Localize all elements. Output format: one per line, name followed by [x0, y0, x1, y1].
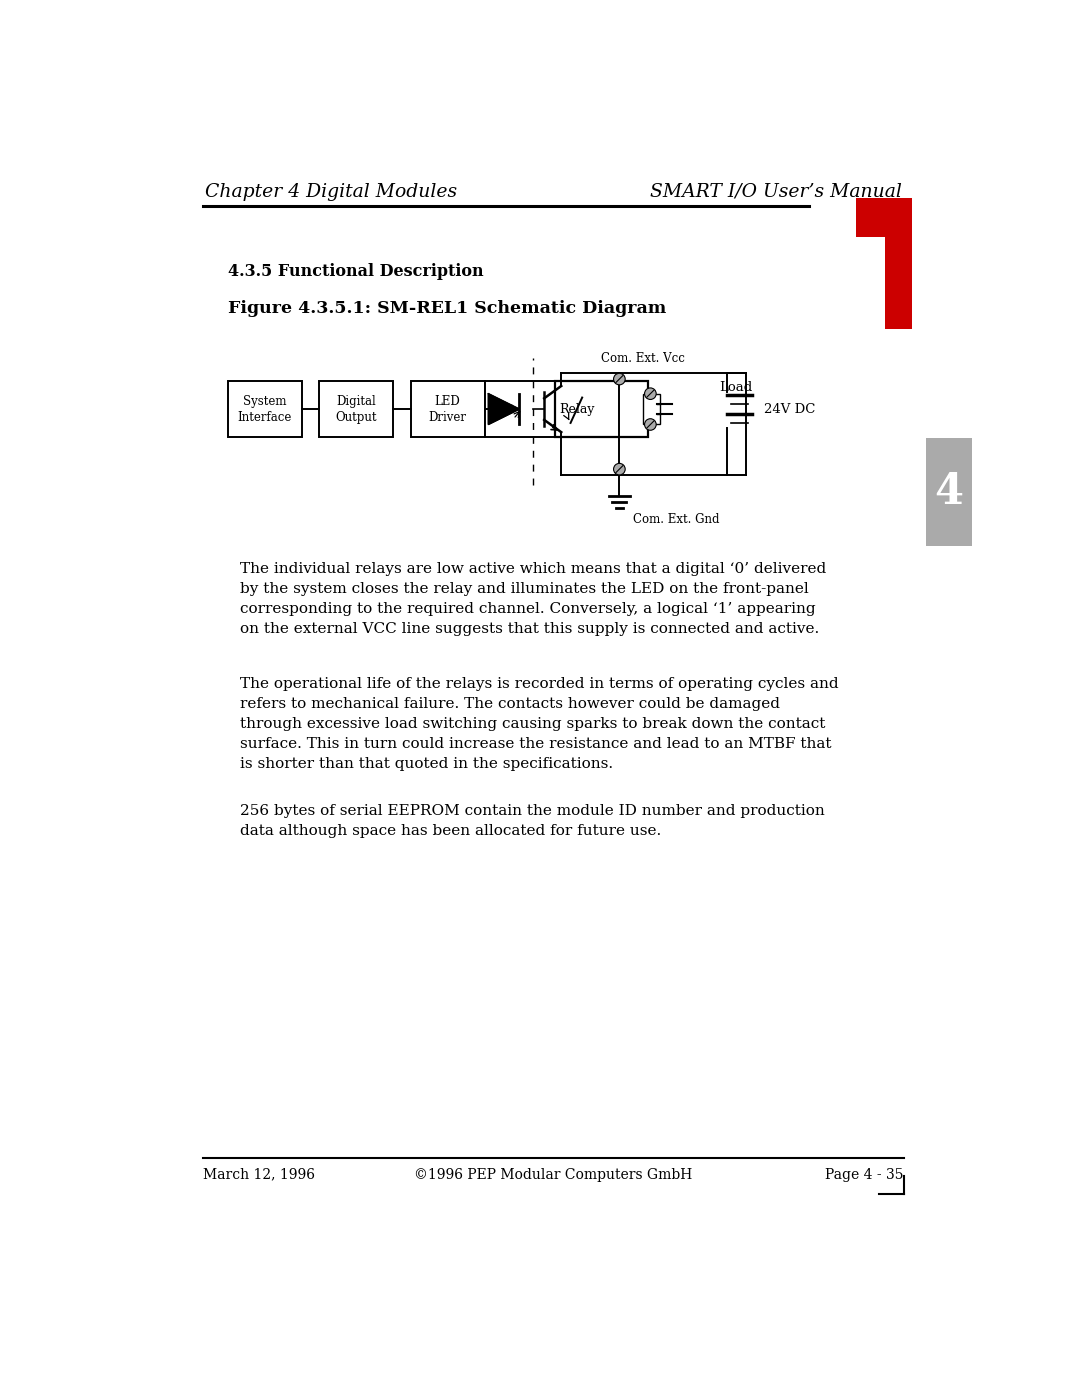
Bar	[886, 236, 912, 329]
Bar	[855, 198, 912, 236]
Text: System
Interface: System Interface	[238, 395, 292, 423]
Text: LED
Driver: LED Driver	[429, 395, 467, 423]
Circle shape	[613, 463, 625, 474]
Text: The individual relays are low active which means that a digital ‘0’ delivered
by: The individual relays are low active whi…	[240, 561, 826, 635]
Text: Digital
Output: Digital Output	[336, 395, 377, 423]
Text: Com. Ext. Vcc: Com. Ext. Vcc	[600, 352, 685, 366]
Text: ©1996 PEP Modular Computers GmbH: ©1996 PEP Modular Computers GmbH	[415, 1167, 692, 1181]
Text: Load: Load	[719, 381, 753, 393]
Circle shape	[613, 373, 625, 385]
Bar	[644, 393, 661, 425]
Text: Figure 4.3.5.1: SM-REL1 Schematic Diagram: Figure 4.3.5.1: SM-REL1 Schematic Diagra…	[228, 300, 666, 316]
Circle shape	[645, 419, 657, 430]
Text: March 12, 1996: March 12, 1996	[203, 1167, 315, 1181]
Circle shape	[645, 388, 657, 400]
Bar	[485, 381, 555, 437]
Text: Chapter 4 Digital Modules: Chapter 4 Digital Modules	[205, 183, 457, 201]
Bar	[410, 381, 485, 437]
Bar	[555, 381, 648, 437]
Text: The operational life of the relays is recorded in terms of operating cycles and
: The operational life of the relays is re…	[240, 676, 838, 771]
Polygon shape	[488, 393, 519, 425]
Text: Com. Ext. Gnd: Com. Ext. Gnd	[633, 513, 720, 527]
Bar	[320, 381, 393, 437]
Bar	[926, 439, 972, 546]
Text: Relay: Relay	[559, 403, 594, 415]
Bar	[228, 381, 301, 437]
Text: SMART I/O User’s Manual: SMART I/O User’s Manual	[650, 183, 902, 201]
Text: 4: 4	[934, 472, 963, 513]
Text: 24V DC: 24V DC	[765, 403, 815, 415]
Text: Page 4 - 35: Page 4 - 35	[825, 1167, 904, 1181]
Text: 256 bytes of serial EEPROM contain the module ID number and production
data alth: 256 bytes of serial EEPROM contain the m…	[240, 804, 824, 839]
Text: 4.3.5 Functional Description: 4.3.5 Functional Description	[228, 263, 484, 279]
